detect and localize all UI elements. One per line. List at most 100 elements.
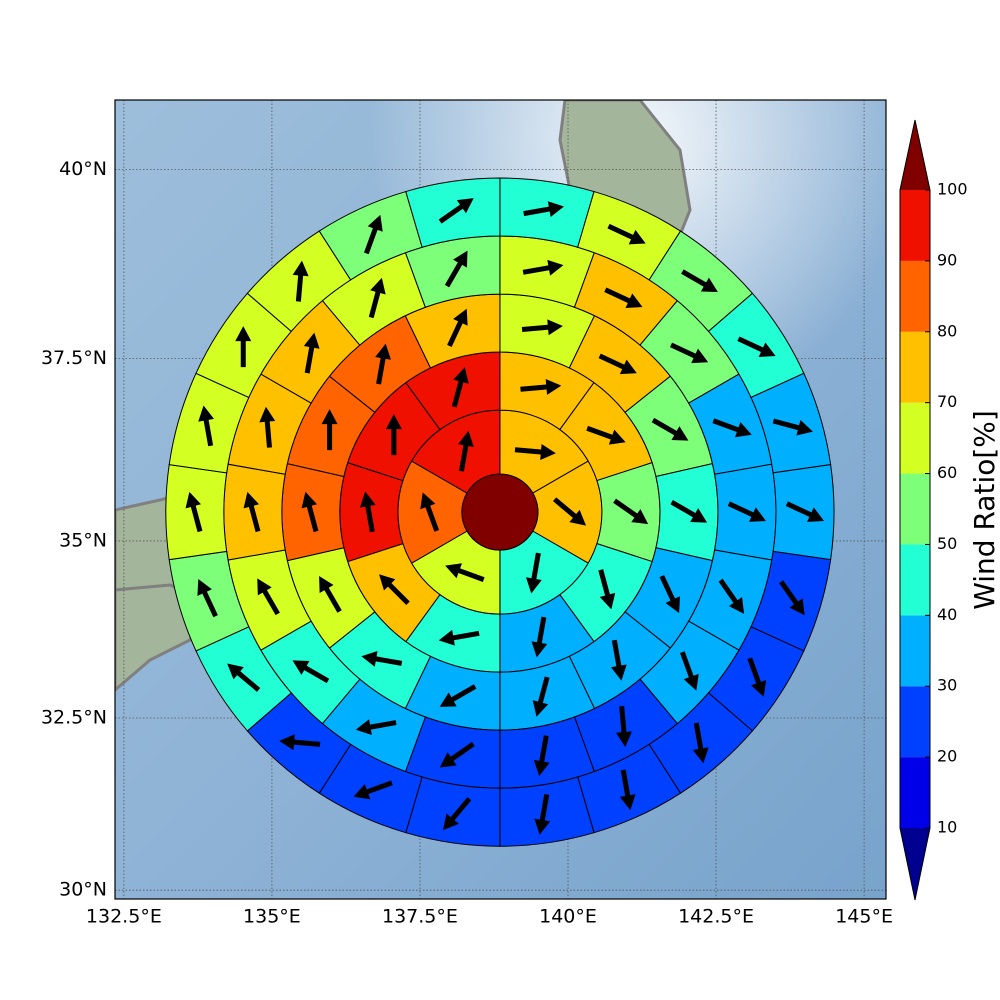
colorbar-tick-label: 70 bbox=[937, 392, 957, 411]
colorbar-bin bbox=[900, 260, 930, 332]
wind-arrow bbox=[292, 660, 330, 684]
wind-arrow bbox=[279, 734, 321, 751]
y-tick-label: 30°N bbox=[59, 879, 107, 901]
colorbar-tick-label: 100 bbox=[937, 180, 968, 199]
wind-arrow bbox=[514, 444, 556, 460]
colorbar-bin bbox=[900, 544, 930, 616]
wind-arrow bbox=[534, 793, 551, 835]
y-tick-label: 35°N bbox=[59, 529, 107, 551]
x-tick-label: 140°E bbox=[539, 906, 597, 928]
wind-arrow bbox=[363, 214, 383, 255]
wind-arrow bbox=[259, 406, 276, 448]
colorbar-tick-label: 90 bbox=[937, 250, 957, 269]
colorbar-tick-label: 80 bbox=[937, 321, 957, 340]
ring-cell bbox=[499, 776, 595, 847]
wind-arrow bbox=[669, 342, 709, 364]
wind-arrow bbox=[772, 418, 813, 436]
wind-arrow bbox=[532, 676, 550, 717]
wind-arrow bbox=[692, 722, 709, 764]
colorbar-tick-label: 30 bbox=[937, 676, 957, 695]
x-tick-label: 135°E bbox=[243, 906, 301, 928]
colorbar-bin bbox=[900, 473, 930, 545]
center-disc bbox=[461, 473, 539, 551]
colorbar: 10 20 30 40 50 60 70 80 90 100 Wind Ratio[%] bbox=[899, 119, 1000, 901]
wind-arrow bbox=[598, 353, 637, 375]
wind-arrow bbox=[442, 797, 472, 831]
wind-arrow bbox=[607, 223, 646, 245]
wind-arrow bbox=[604, 287, 643, 308]
wind-arrow bbox=[651, 417, 689, 441]
colorbar-bin bbox=[900, 686, 930, 758]
wind-arrow bbox=[779, 580, 805, 616]
wind-arrow bbox=[521, 319, 563, 336]
wind-arrow bbox=[368, 277, 386, 319]
x-tick-label: 132.5°E bbox=[86, 906, 162, 928]
wind-arrow bbox=[257, 578, 280, 616]
wind-arrow bbox=[292, 260, 309, 302]
wind-arrow bbox=[522, 259, 564, 276]
wind-arrow bbox=[523, 201, 565, 217]
wind-arrow bbox=[439, 684, 477, 707]
wind-arrow bbox=[520, 378, 562, 395]
wind-arrow bbox=[610, 639, 627, 681]
wind-arrow bbox=[525, 552, 542, 594]
colorbar-bin bbox=[900, 331, 930, 403]
wind-arrow bbox=[615, 705, 632, 747]
ring-cell bbox=[499, 177, 595, 248]
colorbar-over bbox=[900, 120, 930, 190]
wind-arrow bbox=[785, 501, 825, 522]
arrows bbox=[185, 198, 825, 835]
colorbar-tick-label: 60 bbox=[937, 463, 957, 482]
wind-arrow bbox=[670, 499, 708, 523]
wind-arrow bbox=[718, 578, 745, 614]
wind-arrow bbox=[385, 414, 402, 456]
wind-arrow bbox=[613, 498, 649, 525]
wind-arrow bbox=[198, 405, 215, 447]
ring-cell bbox=[405, 776, 501, 847]
wind-arrow bbox=[447, 308, 468, 347]
wind-arrow bbox=[679, 651, 699, 691]
wind-arrow bbox=[355, 719, 397, 735]
x-tick-label: 145°E bbox=[835, 906, 893, 928]
colorbar-tick-label: 20 bbox=[937, 747, 957, 766]
wind-arrow bbox=[586, 425, 626, 445]
wind-arrow bbox=[235, 326, 252, 368]
colorbar-under bbox=[900, 828, 930, 900]
wind-arrow bbox=[420, 492, 440, 532]
wind-arrow bbox=[353, 780, 393, 800]
wind-arrow bbox=[659, 574, 681, 614]
y-tick-label: 32.5°N bbox=[41, 706, 107, 728]
cells bbox=[165, 177, 835, 847]
wind-arrow bbox=[458, 430, 474, 472]
wind-arrow bbox=[553, 497, 587, 526]
wind-arrow bbox=[619, 769, 636, 811]
y-tick-label: 37.5°N bbox=[41, 347, 107, 369]
colorbar-bin bbox=[900, 190, 930, 261]
wind-arrow bbox=[727, 501, 766, 522]
wind-arrow bbox=[445, 563, 485, 582]
wind-arrow bbox=[375, 343, 391, 385]
colorbar-bin bbox=[900, 402, 930, 474]
wind-arrow bbox=[439, 741, 475, 768]
colorbar-tick-label: 40 bbox=[937, 605, 957, 624]
wind-arrow bbox=[243, 491, 261, 533]
frame bbox=[114, 99, 887, 900]
wind-arrow bbox=[533, 735, 550, 777]
y-tick-label: 40°N bbox=[59, 158, 107, 180]
x-tick-label: 142.5°E bbox=[678, 906, 754, 928]
wind-arrow bbox=[712, 418, 752, 438]
labels: 132.5°E 135°E 137.5°E 140°E 142.5°E 145°E 30°N… bbox=[41, 158, 893, 927]
x-tick-label: 137.5°E bbox=[382, 906, 458, 928]
wind-arrow bbox=[681, 269, 718, 293]
colorbar-bin bbox=[900, 615, 930, 687]
colorbar-label: Wind Ratio[%] bbox=[968, 410, 1000, 610]
colorbar-bin bbox=[900, 757, 930, 828]
wind-arrow bbox=[227, 663, 261, 692]
wind-arrow bbox=[444, 250, 468, 288]
wind-arrow bbox=[438, 629, 480, 646]
wind-arrow bbox=[319, 575, 342, 613]
wind-arrow bbox=[737, 336, 776, 357]
wind-arrow bbox=[598, 569, 616, 610]
wind-arrow bbox=[321, 409, 338, 451]
